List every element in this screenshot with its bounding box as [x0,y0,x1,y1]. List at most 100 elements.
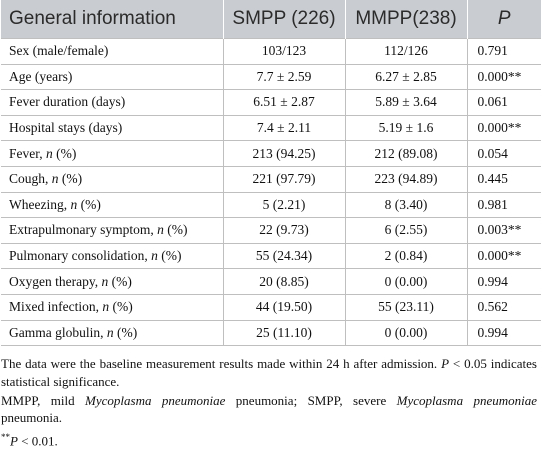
table-footnotes: The data were the baseline measurement r… [0,346,541,449]
cell-mmpp: 2 (0.84) [344,242,467,269]
row-label-text: Wheezing, [9,196,71,212]
footnote-significance: **P < 0.01. [1,429,537,450]
cell-smpp: 213 (94.25) [222,140,345,167]
row-label-text: Gamma globulin, [9,324,107,340]
header-p: P [466,0,541,39]
row-label: Cough, n (%) [1,165,223,193]
row-label: Pulmonary consolidation, n (%) [1,242,223,269]
row-label-suffix: (%) [113,324,138,340]
row-label-suffix: (%) [109,299,133,315]
cell-mmpp: 55 (23.11) [344,293,467,321]
cell-mmpp: 223 (94.89) [344,165,467,193]
cell-p-value: 0.054 [466,140,541,167]
table-row: Sex (male/female) 103/123 112/126 0.791 [1,38,541,65]
cell-smpp: 44 (19.50) [222,293,345,321]
footnote-species: Mycoplasma pneumoniae [85,392,226,408]
table-body: Sex (male/female) 103/123 112/126 0.791 Age … [1,38,541,347]
footnote-text: < 0.01. [17,433,58,449]
footnote-baseline: The data were the baseline measurement r… [1,355,537,390]
table-row: Age (years) 7.7 ± 2.59 6.27 ± 2.85 0.000** [1,63,541,90]
cell-p-value: 0.061 [466,89,541,116]
cell-p-value: 0.994 [466,268,541,295]
cell-smpp: 103/123 [222,38,345,65]
row-label: Fever duration (days) [1,89,223,116]
cell-mmpp: 112/126 [344,38,467,65]
footnote-text: MMPP, mild [1,392,86,408]
row-label: Sex (male/female) [1,38,223,65]
row-label-n: n [151,248,158,264]
row-label-suffix: (%) [58,171,83,187]
row-label-text: Extrapulmonary symptom, [9,222,158,238]
row-label-n: n [51,171,59,187]
table-row: Mixed infection, n (%) 44 (19.50) 55 (23.1… [1,293,541,321]
cell-p-value: 0.562 [466,293,541,321]
row-label: Extrapulmonary symptom, n (%) [1,217,223,244]
row-label-n: n [70,196,78,212]
row-label-suffix: (%) [157,248,182,264]
cell-smpp: 55 (24.34) [222,242,345,269]
row-label-text: Hospital stays (days) [9,120,123,136]
footnote-p-symbol: P [10,433,18,449]
table-row: Oxygen therapy, n (%) 20 (8.85) 0 (0.00) 0.… [1,268,541,295]
table-row: Hospital stays (days) 7.4 ± 2.11 5.19 ± 1.… [1,114,541,141]
row-label-text: Mixed infection, [9,299,103,315]
row-label: Gamma globulin, n (%) [1,319,223,347]
cell-mmpp: 6 (2.55) [344,217,467,244]
footnote-species: Mycoplasma pneumoniae [396,392,538,408]
row-label: Wheezing, n (%) [1,191,223,218]
row-label-suffix: (%) [108,273,132,289]
cell-mmpp: 6.27 ± 2.85 [344,63,467,90]
row-label: Age (years) [1,63,223,90]
row-label-text: Fever duration (days) [9,94,126,110]
footnote-marker: ** [1,431,10,442]
baseline-table: General information SMPP (226) MMPP(238)… [1,0,541,347]
table-row: Cough, n (%) 221 (97.79) 223 (94.89) 0.445 [1,165,541,193]
table-row: Fever, n (%) 213 (94.25) 212 (89.08) 0.054 [1,140,541,167]
row-label-text: Fever, [9,145,46,161]
cell-mmpp: 0 (0.00) [344,319,467,347]
header-smpp: SMPP (226) [222,0,345,39]
cell-smpp: 221 (97.79) [222,165,345,193]
cell-p-value: 0.000** [466,114,541,141]
row-label-n: n [106,324,114,340]
footnote-text: pneumonia. [1,410,63,426]
cell-p-value: 0.000** [466,63,541,90]
footnote-p-symbol: P [441,356,450,372]
cell-p-value: 0.994 [466,319,541,347]
cell-smpp: 6.51 ± 2.87 [222,89,345,116]
row-label-n: n [101,273,109,289]
cell-mmpp: 8 (3.40) [344,191,467,218]
row-label-text: Pulmonary consolidation, [9,248,152,264]
cell-smpp: 22 (9.73) [222,217,345,244]
cell-mmpp: 5.19 ± 1.6 [344,114,467,141]
cell-p-value: 0.791 [466,38,541,65]
table-row: Pulmonary consolidation, n (%) 55 (24.34)… [1,242,541,269]
table-row: Fever duration (days) 6.51 ± 2.87 5.89 ± 3… [1,89,541,116]
cell-mmpp: 5.89 ± 3.64 [344,89,467,116]
row-label-suffix: (%) [163,222,188,238]
row-label-text: Oxygen therapy, [9,273,102,289]
cell-p-value: 0.445 [466,165,541,193]
header-general-information: General information [1,0,223,39]
cell-p-value: 0.000** [466,242,541,269]
row-label: Mixed infection, n (%) [1,293,223,321]
table-row: Extrapulmonary symptom, n (%) 22 (9.73) 6 … [1,217,541,244]
cell-mmpp: 0 (0.00) [344,268,467,295]
table-header: General information SMPP (226) MMPP(238)… [1,0,541,39]
row-label-n: n [157,222,164,238]
footnote-text: pneumonia; SMPP, severe [225,392,397,408]
table-row: Wheezing, n (%) 5 (2.21) 8 (3.40) 0.981 [1,191,541,218]
footnote-text: < 0.05 indicates statistical significanc… [1,356,537,389]
row-label: Fever, n (%) [1,140,223,167]
row-label-n: n [45,145,53,161]
footnote-abbreviations: MMPP, mild Mycoplasma pneumoniae pneumon… [1,392,537,427]
cell-p-value: 0.003** [466,217,541,244]
row-label-suffix: (%) [52,145,77,161]
row-label: Hospital stays (days) [1,114,223,141]
cell-smpp: 5 (2.21) [222,191,345,218]
row-label-text: Age (years) [9,68,73,84]
row-label: Oxygen therapy, n (%) [1,268,223,295]
row-label-text: Cough, [9,171,52,187]
row-label-suffix: (%) [77,196,101,212]
